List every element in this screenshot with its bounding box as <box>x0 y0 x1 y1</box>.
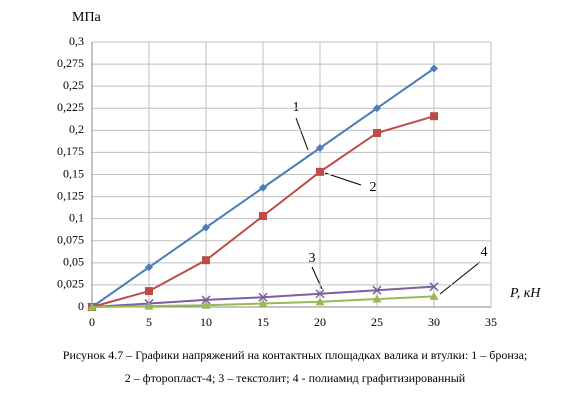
x-tick-label: 10 <box>200 315 212 329</box>
point <box>145 287 153 296</box>
point <box>201 295 211 305</box>
y-tick-label: 0,3 <box>69 34 84 48</box>
point <box>316 167 324 176</box>
y-axis-label: МПа <box>72 10 102 25</box>
x-axis-label: P, кН <box>509 286 541 301</box>
x-tick-label: 35 <box>485 315 497 329</box>
y-tick-label: 0,125 <box>57 188 84 202</box>
y-tick-label: 0,05 <box>63 255 84 269</box>
point <box>202 223 210 232</box>
caption: Рисунок 4.7 – Графики напряжений на конт… <box>63 348 527 362</box>
y-tick-label: 0,2 <box>69 122 84 136</box>
y-tick-label: 0,25 <box>63 78 84 92</box>
y-tick-label: 0,075 <box>57 233 84 247</box>
point <box>429 282 439 292</box>
x-tick-label: 15 <box>257 315 269 329</box>
point <box>316 144 324 152</box>
point <box>144 301 154 310</box>
x-tick-label: 20 <box>314 315 326 329</box>
x-tick-label: 25 <box>371 315 383 329</box>
point <box>259 183 267 192</box>
point <box>258 292 268 302</box>
point <box>373 104 381 113</box>
point <box>372 294 382 303</box>
caption: 2 – фторопласт-4; 3 – текстолит; 4 - пол… <box>125 371 466 385</box>
annotation: 2 <box>370 180 377 195</box>
point <box>87 302 97 311</box>
y-tick-label: 0,275 <box>57 56 84 70</box>
point <box>202 256 210 265</box>
point <box>430 112 438 121</box>
annotation: 4 <box>481 245 488 260</box>
point <box>430 64 438 73</box>
x-tick-label: 0 <box>89 315 95 329</box>
point <box>258 298 268 307</box>
y-tick-label: 0 <box>78 299 84 313</box>
x-tick-label: 30 <box>428 315 440 329</box>
y-tick-label: 0,025 <box>57 277 84 291</box>
x-tick-label: 5 <box>146 315 152 329</box>
point <box>315 289 325 299</box>
point <box>259 212 267 221</box>
annotation: 1 <box>293 100 300 115</box>
point <box>429 291 439 300</box>
y-tick-label: 0,1 <box>69 210 84 224</box>
point <box>372 285 382 295</box>
annotation: 3 <box>309 251 316 266</box>
y-tick-label: 0,225 <box>57 100 84 114</box>
point <box>145 263 153 272</box>
point <box>201 300 211 309</box>
y-tick-label: 0,15 <box>63 166 84 180</box>
point <box>373 128 381 137</box>
y-tick-label: 0,175 <box>57 144 84 158</box>
point <box>315 297 325 306</box>
